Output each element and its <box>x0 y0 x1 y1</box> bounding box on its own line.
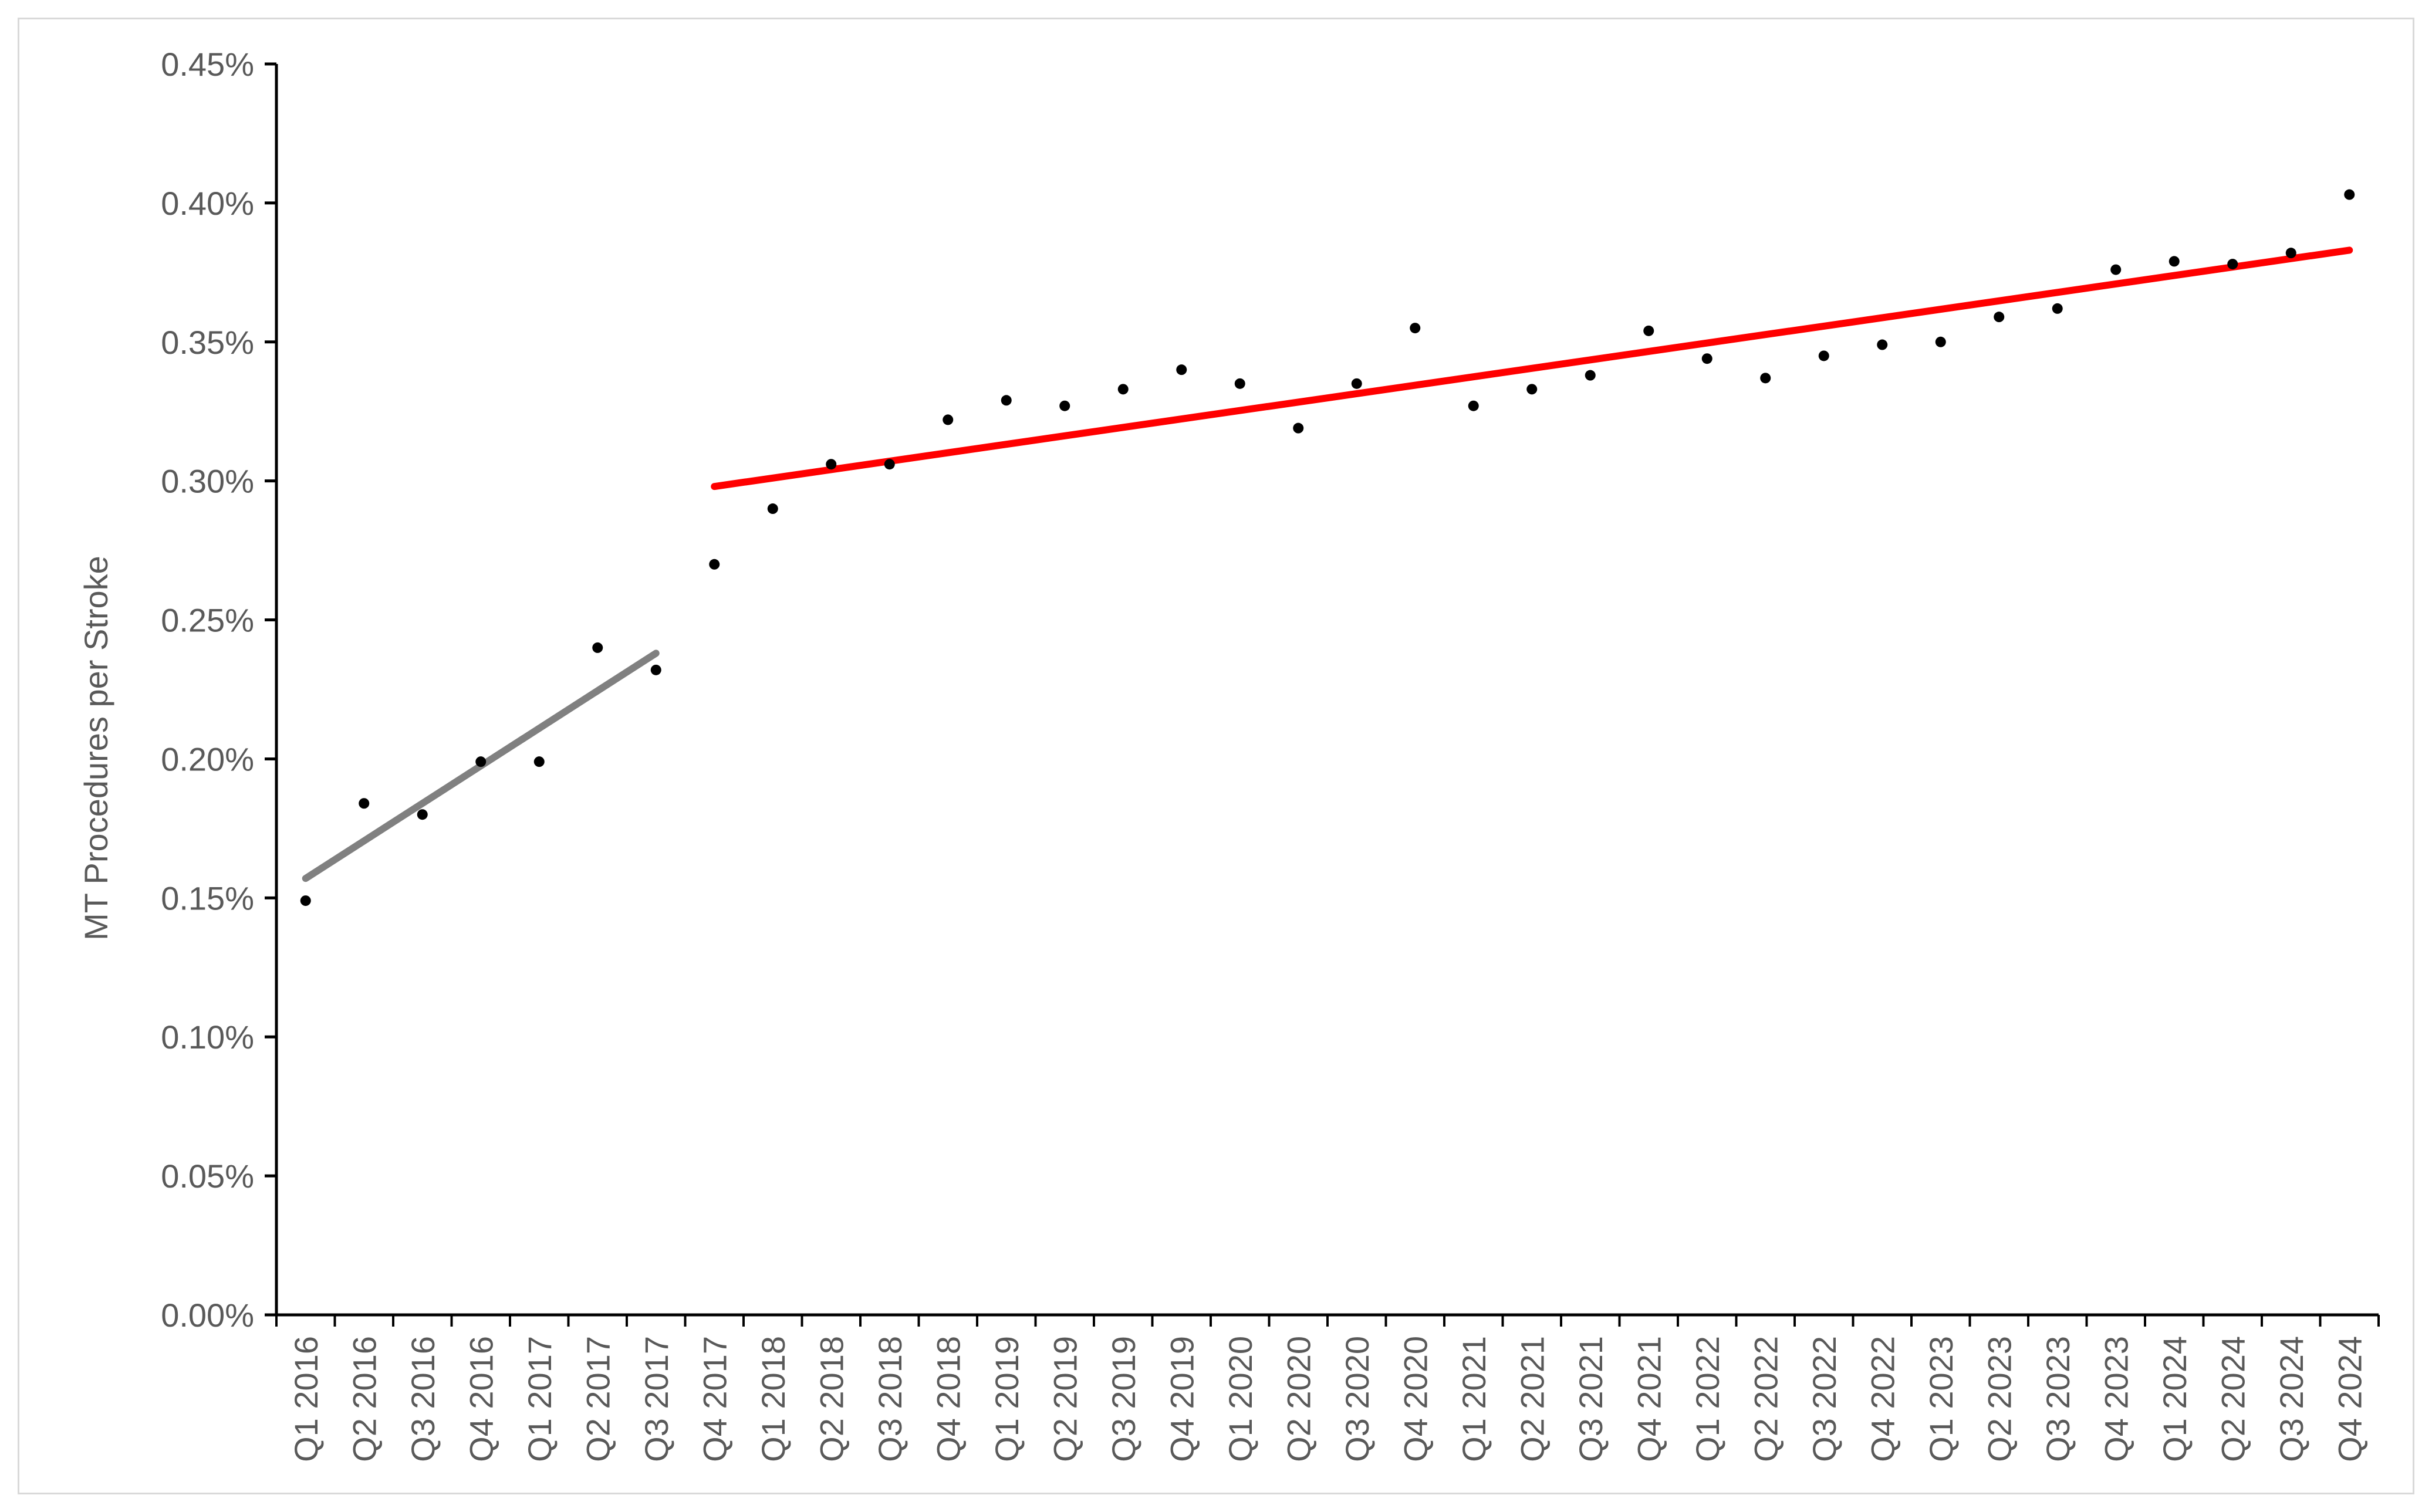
x-tick-label: Q1 2016 <box>288 1336 325 1462</box>
data-point <box>475 756 487 767</box>
x-tick-label: Q2 2020 <box>1280 1336 1317 1462</box>
x-tick-label: Q3 2018 <box>872 1336 908 1462</box>
data-point <box>1818 350 1829 361</box>
x-tick-label: Q3 2023 <box>2039 1336 2076 1462</box>
x-tick-label: Q1 2024 <box>2156 1336 2193 1462</box>
x-tick-label: Q4 2019 <box>1163 1336 1200 1462</box>
data-point-group <box>300 189 2355 906</box>
data-point <box>767 503 778 515</box>
data-point <box>1117 384 1129 395</box>
data-point <box>1877 339 1888 350</box>
x-tick-label: Q1 2018 <box>755 1336 792 1462</box>
x-tick-label: Q1 2017 <box>521 1336 558 1462</box>
data-point <box>1176 364 1187 376</box>
x-tick-label: Q2 2023 <box>1981 1336 2018 1462</box>
trendline <box>711 246 2353 491</box>
data-point <box>2110 264 2122 275</box>
x-tick-label: Q3 2020 <box>1339 1336 1376 1462</box>
data-point <box>826 459 837 470</box>
x-tick-label: Q2 2016 <box>346 1336 383 1462</box>
y-tick-label: 0.30% <box>161 463 254 500</box>
y-tick-label: 0.05% <box>161 1158 254 1195</box>
x-tick-label: Q4 2017 <box>696 1336 733 1462</box>
x-tick-label: Q4 2022 <box>1864 1336 1901 1462</box>
data-point <box>1351 378 1362 389</box>
x-tick-label: Q4 2024 <box>2331 1336 2368 1462</box>
data-point <box>359 798 370 809</box>
chart-svg: 0.00% 0.05% 0.10% 0.15% 0.20% 0.25% 0.30% 0.35%… <box>77 46 2380 1462</box>
x-tick-group: Q1 2016 Q2 2016 Q3 2016 Q4 2016 Q1 2017 Q2 20… <box>275 1315 2380 1462</box>
data-point <box>1234 378 1245 389</box>
data-point <box>1001 395 1012 406</box>
data-point <box>533 756 545 767</box>
x-tick-label: Q2 2024 <box>2214 1336 2251 1462</box>
x-tick-label: Q1 2022 <box>1689 1336 1726 1462</box>
data-point <box>2344 189 2355 200</box>
x-tick-label: Q1 2020 <box>1222 1336 1259 1462</box>
y-tick-label: 0.15% <box>161 880 254 916</box>
y-axis-title: MT Procedures per Stroke <box>77 556 114 941</box>
data-point <box>2052 303 2063 314</box>
x-tick-label: Q2 2021 <box>1514 1336 1551 1462</box>
x-tick-label: Q3 2024 <box>2273 1336 2310 1462</box>
x-tick-label: Q1 2019 <box>988 1336 1025 1462</box>
x-tick-label: Q3 2017 <box>638 1336 675 1462</box>
x-tick-label: Q2 2018 <box>813 1336 850 1462</box>
data-point <box>1701 353 1712 364</box>
data-point <box>1526 384 1538 395</box>
y-tick-group: 0.00% 0.05% 0.10% 0.15% 0.20% 0.25% 0.30% 0.35%… <box>161 46 276 1334</box>
x-tick-label: Q4 2023 <box>2097 1336 2134 1462</box>
trendline-group <box>302 246 2353 882</box>
x-tick-label: Q3 2022 <box>1806 1336 1843 1462</box>
y-tick-label: 0.00% <box>161 1297 254 1334</box>
data-point <box>884 459 895 470</box>
x-tick-label: Q4 2020 <box>1397 1336 1434 1462</box>
x-tick-label: Q2 2022 <box>1747 1336 1784 1462</box>
chart-frame: 0.00% 0.05% 0.10% 0.15% 0.20% 0.25% 0.30% 0.35%… <box>18 18 2414 1494</box>
data-point <box>1468 400 1479 411</box>
x-tick-label: Q2 2019 <box>1046 1336 1083 1462</box>
x-tick-label: Q1 2023 <box>1923 1336 1960 1462</box>
data-point <box>300 895 311 906</box>
data-point <box>1585 370 1596 381</box>
x-tick-label: Q4 2021 <box>1630 1336 1667 1462</box>
data-point <box>1293 422 1304 434</box>
data-point <box>2227 259 2238 270</box>
y-tick-label: 0.20% <box>161 740 254 777</box>
x-tick-label: Q1 2021 <box>1455 1336 1492 1462</box>
data-point <box>1059 400 1070 411</box>
x-tick-label: Q3 2016 <box>404 1336 441 1462</box>
y-tick-label: 0.35% <box>161 324 254 361</box>
y-tick-label: 0.45% <box>161 46 254 83</box>
data-point <box>1410 323 1421 334</box>
data-point <box>650 664 661 675</box>
data-point <box>417 809 428 820</box>
data-point <box>1760 373 1771 384</box>
y-tick-label: 0.40% <box>161 185 254 222</box>
x-tick-label: Q2 2017 <box>579 1336 616 1462</box>
x-tick-label: Q4 2016 <box>462 1336 499 1462</box>
x-tick-label: Q3 2021 <box>1572 1336 1609 1462</box>
y-tick-label: 0.10% <box>161 1019 254 1056</box>
data-point <box>709 559 720 570</box>
data-point <box>943 414 954 425</box>
data-point <box>1643 325 1654 336</box>
data-point <box>1935 336 1946 347</box>
x-tick-label: Q4 2018 <box>930 1336 967 1462</box>
data-point <box>592 642 603 653</box>
x-tick-label: Q3 2019 <box>1105 1336 1142 1462</box>
y-tick-label: 0.25% <box>161 602 254 639</box>
data-point <box>2285 248 2296 259</box>
data-point <box>2168 256 2180 267</box>
data-point <box>1994 312 2005 323</box>
